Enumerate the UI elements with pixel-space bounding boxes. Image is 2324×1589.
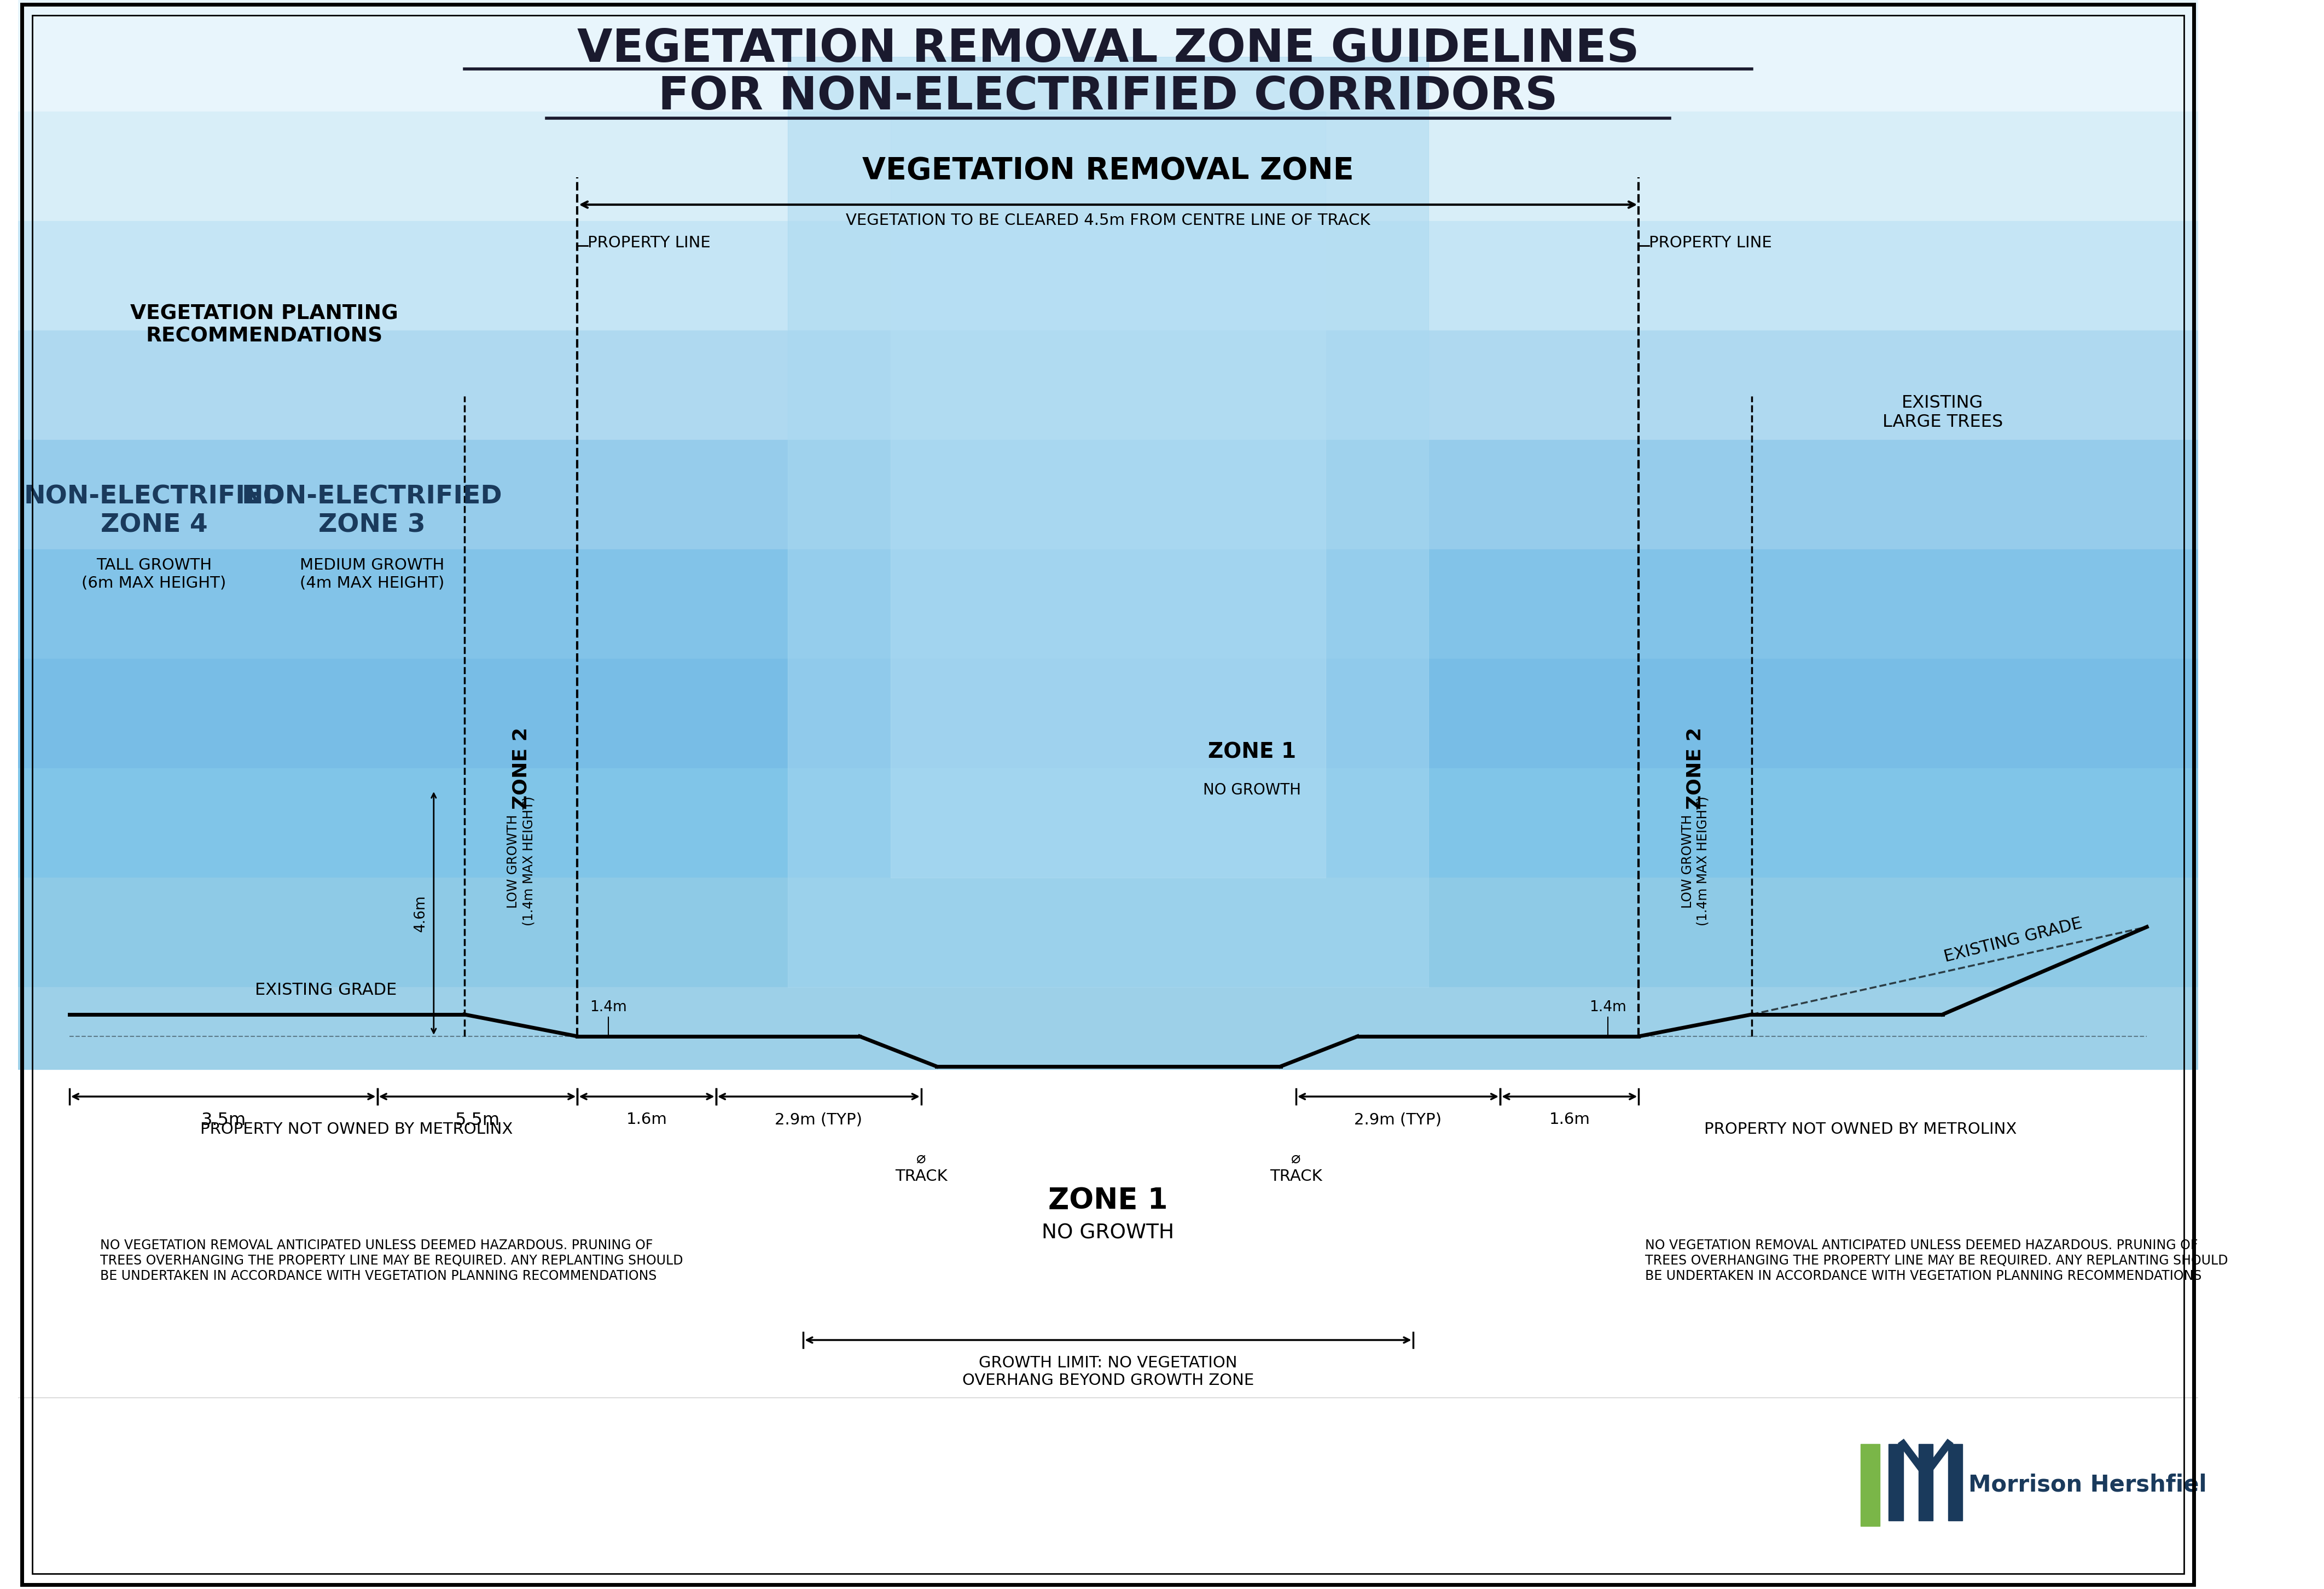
- Text: NO GROWTH: NO GROWTH: [1204, 782, 1301, 798]
- Text: EXISTING GRADE: EXISTING GRADE: [256, 982, 397, 998]
- Text: MEDIUM GROWTH
(4m MAX HEIGHT): MEDIUM GROWTH (4m MAX HEIGHT): [300, 558, 444, 591]
- Text: VEGETATION PLANTING
RECOMMENDATIONS: VEGETATION PLANTING RECOMMENDATIONS: [130, 303, 397, 346]
- Text: 1.6m: 1.6m: [1550, 1112, 1590, 1127]
- Text: 3.5m: 3.5m: [200, 1112, 246, 1128]
- Text: ZONE 1: ZONE 1: [1048, 1187, 1169, 1214]
- Text: 1.4m: 1.4m: [1590, 999, 1627, 1014]
- Text: VEGETATION REMOVAL ZONE: VEGETATION REMOVAL ZONE: [862, 156, 1355, 186]
- Bar: [19, 440, 2199, 550]
- Bar: [19, 221, 2199, 331]
- Text: Morrison Hershfiel: Morrison Hershfiel: [1968, 1473, 2205, 1497]
- Text: 4.6m: 4.6m: [414, 895, 428, 931]
- Text: NON-ELECTRIFIED
ZONE 3: NON-ELECTRIFIED ZONE 3: [242, 485, 502, 537]
- Bar: [890, 111, 1325, 877]
- Bar: [19, 659, 2199, 767]
- Text: TALL GROWTH
(6m MAX HEIGHT): TALL GROWTH (6m MAX HEIGHT): [81, 558, 225, 591]
- Text: ⌀
TRACK: ⌀ TRACK: [895, 1152, 948, 1184]
- Text: PROPERTY NOT OWNED BY METROLINX: PROPERTY NOT OWNED BY METROLINX: [1703, 1122, 2017, 1138]
- Bar: [19, 0, 2199, 111]
- Bar: [19, 550, 2199, 659]
- Bar: [1862, 1444, 1880, 1525]
- Text: NO VEGETATION REMOVAL ANTICIPATED UNLESS DEEMED HAZARDOUS. PRUNING OF
TREES OVER: NO VEGETATION REMOVAL ANTICIPATED UNLESS…: [1645, 1239, 2229, 1282]
- Text: VEGETATION TO BE CLEARED 4.5m FROM CENTRE LINE OF TRACK: VEGETATION TO BE CLEARED 4.5m FROM CENTR…: [846, 213, 1371, 229]
- Text: ⌀
TRACK: ⌀ TRACK: [1269, 1152, 1322, 1184]
- Bar: [1948, 1444, 1961, 1521]
- Text: NON-ELECTRIFIED
ZONE 4: NON-ELECTRIFIED ZONE 4: [23, 485, 284, 537]
- Text: GROWTH LIMIT: NO VEGETATION
OVERHANG BEYOND GROWTH ZONE: GROWTH LIMIT: NO VEGETATION OVERHANG BEY…: [962, 1355, 1255, 1389]
- Text: ZONE 2: ZONE 2: [1685, 728, 1703, 809]
- Bar: [788, 57, 1429, 987]
- Bar: [19, 877, 2199, 987]
- Text: 1.4m: 1.4m: [590, 999, 627, 1014]
- Text: EXISTING GRADE: EXISTING GRADE: [1943, 915, 2085, 965]
- Text: NO VEGETATION REMOVAL ANTICIPATED UNLESS DEEMED HAZARDOUS. PRUNING OF
TREES OVER: NO VEGETATION REMOVAL ANTICIPATED UNLESS…: [100, 1239, 683, 1282]
- Bar: [19, 767, 2199, 877]
- Text: PROPERTY NOT OWNED BY METROLINX: PROPERTY NOT OWNED BY METROLINX: [200, 1122, 514, 1138]
- Text: ZONE 2: ZONE 2: [511, 728, 530, 809]
- Text: 2.9m (TYP): 2.9m (TYP): [1355, 1112, 1441, 1127]
- Text: FOR NON-ELECTRIFIED CORRIDORS: FOR NON-ELECTRIFIED CORRIDORS: [658, 75, 1557, 119]
- Text: VEGETATION REMOVAL ZONE GUIDELINES: VEGETATION REMOVAL ZONE GUIDELINES: [576, 27, 1638, 72]
- Text: 5.5m: 5.5m: [456, 1112, 500, 1128]
- Text: ZONE 1: ZONE 1: [1208, 742, 1297, 763]
- Bar: [1889, 1444, 1903, 1521]
- Text: PROPERTY LINE: PROPERTY LINE: [1650, 235, 1771, 251]
- Text: 2.9m (TYP): 2.9m (TYP): [774, 1112, 862, 1127]
- Text: LOW GROWTH
(1.4m MAX HEIGHT): LOW GROWTH (1.4m MAX HEIGHT): [1680, 796, 1710, 926]
- Bar: [19, 111, 2199, 221]
- Text: 1.6m: 1.6m: [625, 1112, 667, 1127]
- Bar: [1855, 1422, 2185, 1543]
- Bar: [19, 331, 2199, 440]
- Bar: [19, 1397, 2199, 1589]
- Bar: [1917, 1444, 1934, 1521]
- Bar: [19, 987, 2199, 1069]
- Text: NO GROWTH: NO GROWTH: [1041, 1224, 1174, 1243]
- Text: EXISTING
LARGE TREES: EXISTING LARGE TREES: [1882, 394, 2003, 431]
- Text: PROPERTY LINE: PROPERTY LINE: [588, 235, 711, 251]
- Text: LOW GROWTH
(1.4m MAX HEIGHT): LOW GROWTH (1.4m MAX HEIGHT): [507, 796, 535, 926]
